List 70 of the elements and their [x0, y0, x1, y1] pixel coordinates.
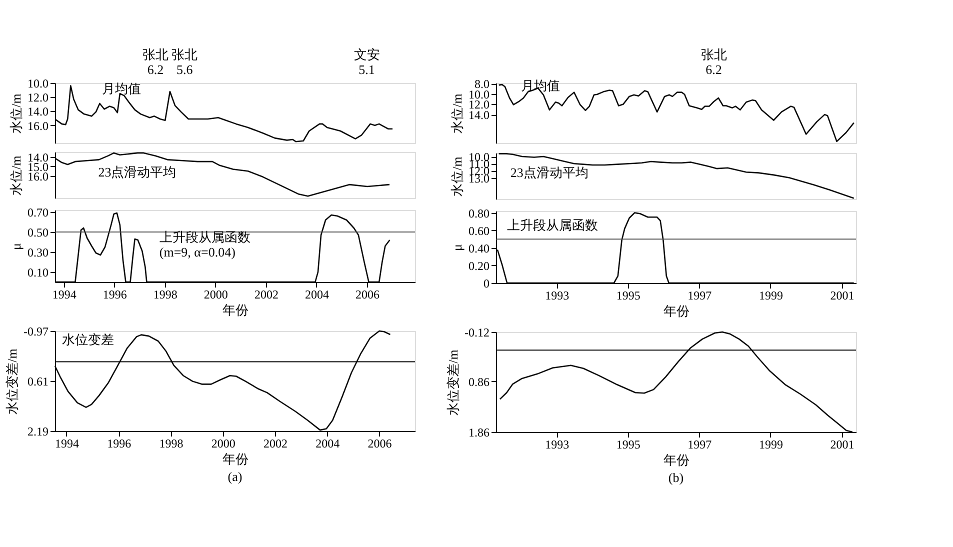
x-tick-label: 2000 [211, 436, 236, 450]
x-tick-label: 2004 [316, 436, 340, 450]
y-axis-title: μ [8, 242, 24, 250]
annotation: 上升段从属函数 (m=9, α=0.04) [159, 230, 250, 260]
y-tick-label: 0.61 [28, 374, 48, 388]
x-tick-label: 2002 [264, 436, 288, 450]
y-tick-label: 0 [484, 276, 490, 290]
x-tick-label: 1998 [159, 436, 184, 450]
y-tick-label: 0.40 [468, 241, 490, 256]
x-tick-label: 1997 [688, 288, 712, 302]
text: 张北 5.6 [172, 47, 198, 77]
y-axis-title: 水位/m [8, 94, 24, 134]
x-tick-label: 2000 [204, 288, 228, 302]
x-tick-label: 1994 [52, 288, 76, 302]
y-tick-label: 14.0 [28, 150, 48, 164]
y-tick-label: 16.0 [28, 118, 48, 133]
x-tick-label: 1999 [758, 288, 783, 302]
y-tick-label: -0.97 [24, 324, 48, 338]
y-tick-label: 2.19 [28, 424, 48, 438]
x-tick-label: 1997 [688, 438, 712, 452]
x-tick-label: 2006 [368, 436, 392, 450]
annotation: 23点滑动平均 [510, 164, 588, 180]
text: 张北 6.2 [700, 47, 727, 77]
x-tick-label: 1994 [54, 436, 79, 450]
x-tick-label: 2006 [356, 288, 380, 302]
x-tick-label: 1999 [758, 438, 783, 452]
x-tick-label: 1996 [107, 436, 132, 450]
y-axis-title: 水位/m [450, 156, 464, 196]
x-tick-label: 1995 [616, 288, 640, 302]
y-tick-label: 0.86 [468, 374, 490, 389]
x-tick-label: 2004 [304, 288, 329, 302]
annotation: 月均值 [521, 78, 560, 93]
y-tick-label: 0.20 [468, 258, 490, 273]
x-tick-label: 1996 [102, 288, 127, 302]
x-tick-label: 1995 [616, 438, 640, 452]
y-tick-label: 0.70 [28, 206, 48, 220]
y-tick-label: 14.0 [28, 104, 48, 119]
text: 文安 5.1 [354, 47, 380, 77]
x-tick-label: 1998 [153, 288, 178, 302]
text: (a) [228, 469, 242, 484]
x-axis-title: 年份 [222, 452, 248, 466]
y-tick-label: -0.12 [464, 326, 490, 340]
text: (b) [668, 470, 684, 485]
text: 张北 6.2 [142, 47, 168, 77]
y-tick-label: 1.86 [468, 426, 490, 440]
y-tick-label: 10.0 [28, 76, 48, 90]
x-tick-label: 2002 [254, 288, 278, 302]
y-tick-label: 0.10 [28, 266, 48, 280]
y-axis-title: 水位变差/m [4, 348, 20, 414]
y-axis-title: 水位变差/m [446, 350, 461, 416]
x-tick-label: 2001 [830, 438, 854, 452]
y-tick-label: 0.50 [28, 226, 48, 240]
x-axis-title: 年份 [664, 452, 690, 468]
annotation: 水位变差 [62, 332, 114, 347]
x-axis-title: 年份 [222, 302, 248, 318]
x-tick-label: 1993 [545, 288, 570, 302]
annotation: 月均值 [102, 81, 141, 96]
y-tick-label: 12.0 [28, 90, 48, 105]
y-tick-label: 0.60 [468, 224, 490, 238]
annotation: 上升段从属函数 [506, 218, 598, 233]
y-tick-label: 0.30 [28, 246, 48, 260]
y-axis-title: μ [450, 244, 464, 251]
x-axis-title: 年份 [664, 304, 690, 318]
x-tick-label: 1993 [545, 438, 570, 452]
x-tick-label: 2001 [830, 288, 854, 302]
annotation: 23点滑动平均 [98, 164, 176, 180]
y-axis-title: 水位/m [8, 156, 24, 196]
line-series [499, 331, 854, 433]
y-tick-label: 0.80 [468, 206, 490, 220]
y-axis-title: 水位/m [450, 94, 464, 134]
